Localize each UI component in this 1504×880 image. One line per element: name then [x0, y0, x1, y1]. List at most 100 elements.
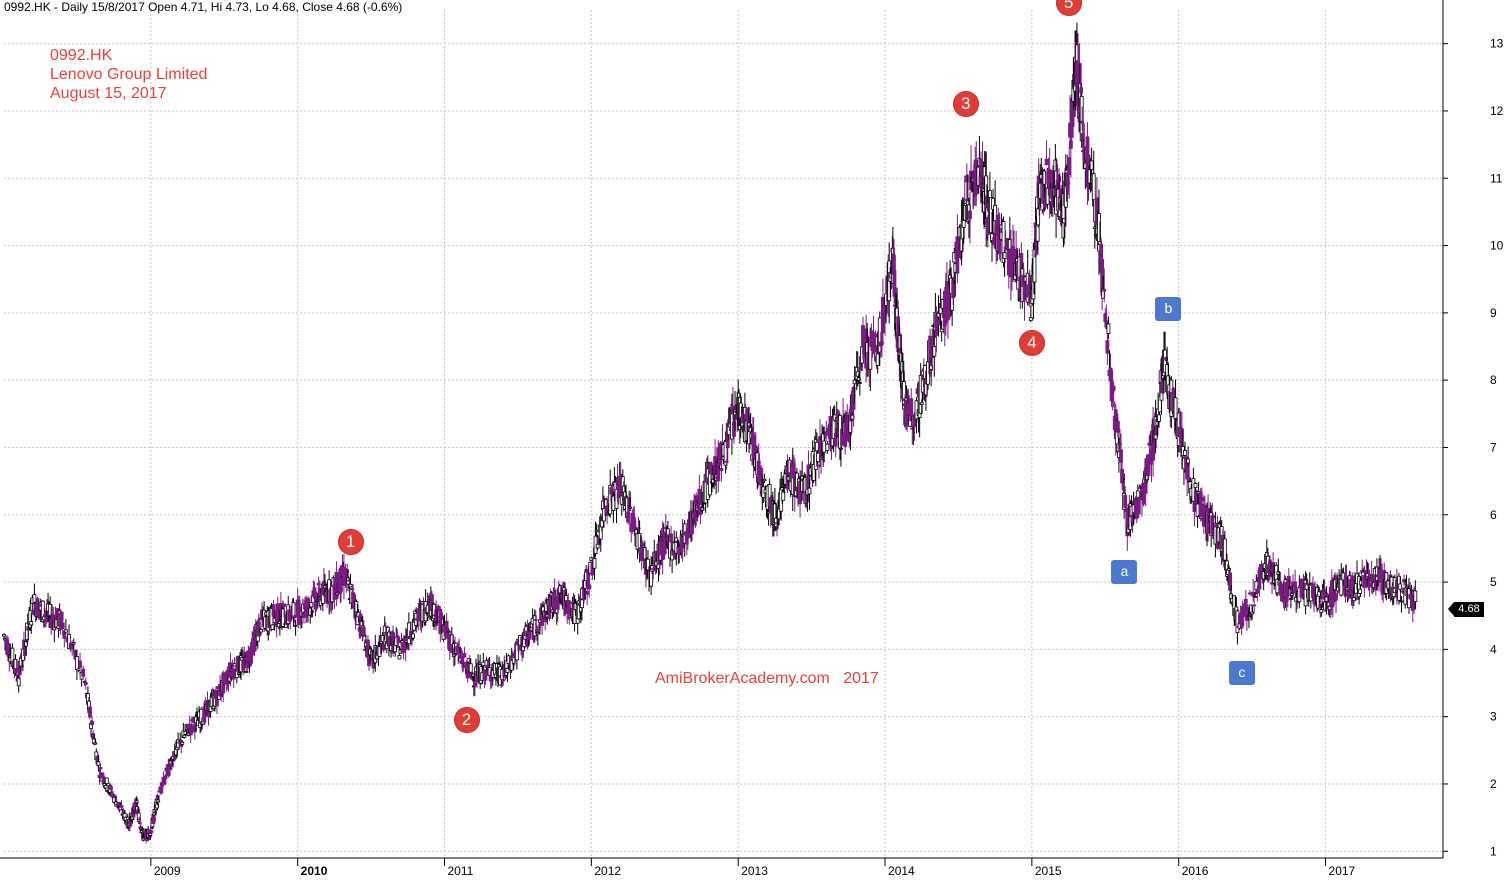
candle-body [1211, 515, 1216, 519]
candle-body [244, 670, 249, 673]
candle-body [939, 328, 944, 333]
candle-body [1251, 591, 1256, 597]
candle-body [1248, 592, 1252, 595]
y-tick-label: 13 [1490, 37, 1504, 51]
y-tick-label: 3 [1490, 710, 1497, 724]
candle-body [1228, 572, 1232, 591]
candle-body [640, 542, 645, 546]
candle-body [833, 432, 838, 447]
candle-body [822, 440, 827, 453]
candle-body [473, 682, 477, 687]
candle-body [904, 397, 909, 402]
candle-body [961, 220, 966, 228]
candle-body [1382, 570, 1387, 573]
candle-body [1358, 588, 1363, 594]
candle-body [815, 452, 820, 462]
candle-body [709, 462, 713, 475]
correction-label-b: b [1155, 297, 1182, 322]
candle-body [103, 784, 108, 789]
candle-body [149, 826, 154, 830]
candle-body [293, 624, 298, 627]
candle-body [646, 558, 650, 571]
grid-lines [4, 10, 1443, 858]
candle-body [1289, 597, 1293, 600]
candle-body [270, 624, 275, 630]
candle-body [723, 441, 728, 466]
candle-body [1079, 95, 1084, 142]
candle-body [40, 600, 45, 623]
wave-label-3: 3 [952, 91, 979, 118]
candle-body [1253, 596, 1258, 599]
candle-body [662, 533, 667, 555]
candle-body [1247, 615, 1251, 618]
candle-body [1334, 593, 1338, 601]
candle-body [180, 741, 185, 745]
candle-body [1106, 323, 1111, 334]
candle-body [893, 296, 898, 304]
candle-body [119, 805, 124, 808]
candle-body [669, 533, 673, 543]
candle-body [535, 632, 540, 635]
candle-body [345, 570, 350, 573]
candle-body [938, 306, 943, 315]
candle-body [381, 643, 386, 651]
candle-body [587, 584, 592, 590]
candle-body [436, 605, 441, 610]
candle-body [991, 197, 995, 210]
ticker-label: 0992.HK [50, 47, 113, 64]
watermark-text: AmiBrokerAcademy.com 2017 [655, 670, 879, 687]
chart-header-text: 0992.HK - Daily 15/8/2017 Open 4.71, Hi … [4, 0, 403, 14]
y-tick-label: 4 [1490, 642, 1497, 656]
candle-body [96, 761, 101, 766]
candle-body [101, 776, 106, 784]
candle-body [1399, 600, 1404, 603]
candle-body [98, 767, 103, 770]
candle-body [1409, 589, 1414, 592]
candle-body [63, 629, 68, 633]
candle-body [762, 478, 767, 482]
candle-body [814, 441, 819, 452]
candle-body [78, 660, 82, 668]
candle-body [718, 442, 723, 466]
candle-body [24, 641, 28, 647]
candle-body [156, 799, 161, 803]
y-tick-label: 8 [1490, 373, 1497, 387]
candle-body [335, 592, 340, 596]
candle-body [592, 558, 597, 569]
candle-body [1239, 621, 1244, 629]
candle-body [872, 344, 877, 353]
candle-body [215, 697, 219, 707]
candle-body [1057, 176, 1061, 182]
chart-title-block: 0992.HK Lenovo Group Limited August 15, … [50, 46, 207, 103]
candle-body [1227, 568, 1231, 571]
candle-body [857, 382, 862, 384]
candle-body [781, 491, 786, 501]
candle-body [339, 586, 343, 592]
correction-label-a: a [1111, 559, 1138, 584]
candle-body [470, 673, 475, 677]
candle-body [527, 631, 532, 640]
x-tick-label: 2013 [741, 864, 768, 878]
candle-body [501, 679, 506, 682]
candle-body [1250, 611, 1255, 615]
candle-body [566, 600, 571, 612]
candle-body [438, 608, 443, 635]
candle-body [361, 626, 366, 637]
candle-body [968, 210, 972, 219]
candle-body [1068, 140, 1073, 149]
candle-body [1089, 160, 1094, 171]
candle-body [282, 603, 286, 608]
candle-body [1199, 497, 1204, 502]
candle-body [140, 828, 145, 830]
candle-body [932, 346, 937, 357]
y-tick-label: 2 [1490, 777, 1497, 791]
candle-body [919, 402, 924, 405]
candle-body [16, 677, 21, 687]
candle-body [137, 822, 142, 825]
candle-body [626, 511, 630, 523]
candle-body [1002, 252, 1007, 259]
x-tick-label: 2010 [301, 864, 328, 878]
candle-body [149, 830, 154, 833]
candle-body [76, 668, 81, 671]
